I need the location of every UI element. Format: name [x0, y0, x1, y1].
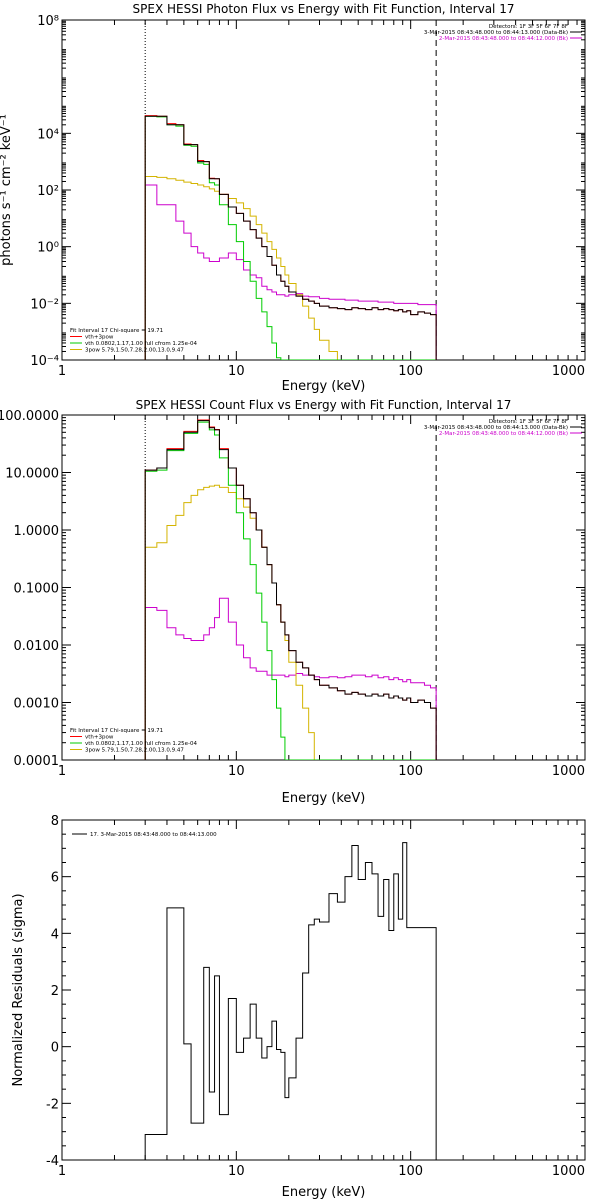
y-axis-label: photons s⁻¹ cm⁻² keV⁻¹ [0, 114, 14, 266]
x-tick-label: 1 [58, 1164, 66, 1179]
x-axis-ticks [61, 415, 578, 760]
y-tick-label: 10⁰ [37, 241, 59, 256]
series-group [144, 842, 437, 1160]
legend-entry: 3pow 5.79,1.50,7.28,2.00,13.0,9.47 [85, 348, 184, 354]
y-tick-label: 1.0000 [14, 524, 60, 539]
y-tick-label: 6 [51, 871, 59, 886]
series-line-bk [144, 184, 437, 360]
series-line-3pow [144, 175, 437, 360]
legend-top: 17. 3-Mar-2015 08:43:48.000 to 08:44:13.… [72, 832, 217, 838]
series-group [144, 115, 437, 360]
x-tick-label: 1000 [552, 764, 585, 779]
chart-panel-1: 1 10 100 1000 10⁻⁴ 10⁻² 10⁰ 10² 10⁴ 10⁸ SPEX HESSI… [0, 2, 586, 394]
y-tick-label: 10⁻⁴ [30, 354, 59, 369]
x-tick-label: 1 [58, 364, 66, 379]
legend-entry: 2-Mar-2015 08:43:48.000 to 08:44:12.000 … [439, 36, 568, 42]
x-tick-label: 10 [228, 364, 245, 379]
chart-panel-3: 1 10 100 1000 -4 -2 0 2 4 6 8 Energy (keV) Normalize… [11, 814, 586, 1200]
legend-bottom: Fit Interval 17 Chi-square = 19.71vth+3p… [70, 728, 198, 754]
legend-bottom: Fit Interval 17 Chi-square = 19.71vth+3p… [70, 328, 198, 354]
legend-entry: vth 0.0802,1.17,1.00 full cfrom 1.25e-04 [85, 741, 198, 747]
series-line-vth [144, 115, 437, 360]
plot-frame [61, 819, 586, 1161]
plot-frame [61, 19, 586, 361]
y-tick-label: 10.0000 [5, 467, 59, 482]
series-line-vth [144, 421, 437, 760]
y-tick-label: 10² [37, 184, 59, 199]
chart-title: SPEX HESSI Count Flux vs Energy with Fit… [136, 398, 512, 412]
legend-entry: 17. 3-Mar-2015 08:43:48.000 to 08:44:13.… [90, 832, 217, 838]
y-tick-label: 0.0100 [14, 639, 60, 654]
legend-entry: 3-Mar-2015 08:43:48.000 to 08:44:13.000 … [424, 30, 568, 36]
x-tick-label: 100 [398, 364, 423, 379]
y-tick-label: 0.1000 [14, 582, 60, 597]
series-line-bk [144, 597, 437, 760]
legend-entry: vth 0.0802,1.17,1.00 full cfrom 1.25e-04 [85, 341, 198, 347]
y-tick-label: 2 [51, 984, 59, 999]
y-tick-label: -2 [46, 1097, 59, 1112]
legend-entry: 3pow 5.79,1.50,7.28,2.00,13.0,9.47 [85, 748, 184, 754]
y-axis-ticks [62, 414, 585, 761]
series-line-vth-3pow [144, 115, 437, 360]
legend-entry: vth+3pow [85, 735, 114, 741]
legend-entry: vth+3pow [85, 335, 114, 341]
legend-top: Detectors: 1F 3F 5F 6F 7F 8F3-Mar-2015 0… [424, 24, 582, 42]
y-tick-label: 4 [51, 927, 59, 942]
x-tick-label: 1000 [552, 1164, 585, 1179]
y-tick-label: 0 [51, 1041, 59, 1056]
series-line-residuals [144, 842, 437, 1160]
legend-top: Detectors: 1F 3F 5F 6F 7F 8F3-Mar-2015 0… [424, 419, 582, 437]
legend-entry: 3-Mar-2015 08:43:48.000 to 08:44:13.000 … [424, 425, 568, 431]
x-tick-label: 1000 [552, 364, 585, 379]
x-axis-label: Energy (keV) [282, 791, 366, 806]
legend-entry: Fit Interval 17 Chi-square = 19.71 [70, 728, 163, 734]
legend-entry: Detectors: 1F 3F 5F 6F 7F 8F [489, 24, 568, 30]
chart-panel-2: 1 10 100 1000 0.0001 0.0010 0.0100 0.1000 1.0000… [0, 398, 586, 806]
y-tick-label: 10⁻² [30, 297, 59, 312]
x-axis-label: Energy (keV) [282, 379, 366, 394]
y-tick-label: 100.0000 [0, 409, 59, 424]
series-line-data-bk [144, 420, 437, 760]
series-line-3pow [144, 484, 437, 760]
x-tick-label: 100 [398, 1164, 423, 1179]
x-tick-label: 10 [228, 764, 245, 779]
y-axis-label: Normalized Residuals (sigma) [11, 893, 26, 1086]
series-group [144, 419, 437, 760]
y-tick-label: 10⁴ [37, 127, 59, 142]
y-tick-label: 10⁸ [37, 14, 59, 29]
x-tick-label: 10 [228, 1164, 245, 1179]
x-axis-label: Energy (keV) [282, 1185, 366, 1200]
x-tick-label: 1 [58, 764, 66, 779]
series-line-data-bk [144, 115, 437, 360]
series-line-vth-3pow [144, 419, 437, 760]
y-tick-label: 0.0010 [14, 697, 60, 712]
y-axis-ticks [62, 19, 585, 361]
y-tick-label: 0.0001 [14, 754, 60, 769]
x-axis-ticks [61, 820, 578, 1160]
chart-title: SPEX HESSI Photon Flux vs Energy with Fi… [133, 2, 515, 16]
legend-entry: Detectors: 1F 3F 5F 6F 7F 8F [489, 419, 568, 425]
y-tick-label: -4 [46, 1154, 59, 1169]
x-tick-label: 100 [398, 764, 423, 779]
y-axis-ticks [62, 819, 585, 1161]
x-axis-ticks [61, 20, 578, 360]
legend-entry: 2-Mar-2015 08:43:48.000 to 08:44:12.000 … [439, 431, 568, 437]
plot-frame [61, 414, 586, 761]
y-tick-label: 8 [51, 814, 59, 829]
legend-entry: Fit Interval 17 Chi-square = 19.71 [70, 328, 163, 334]
